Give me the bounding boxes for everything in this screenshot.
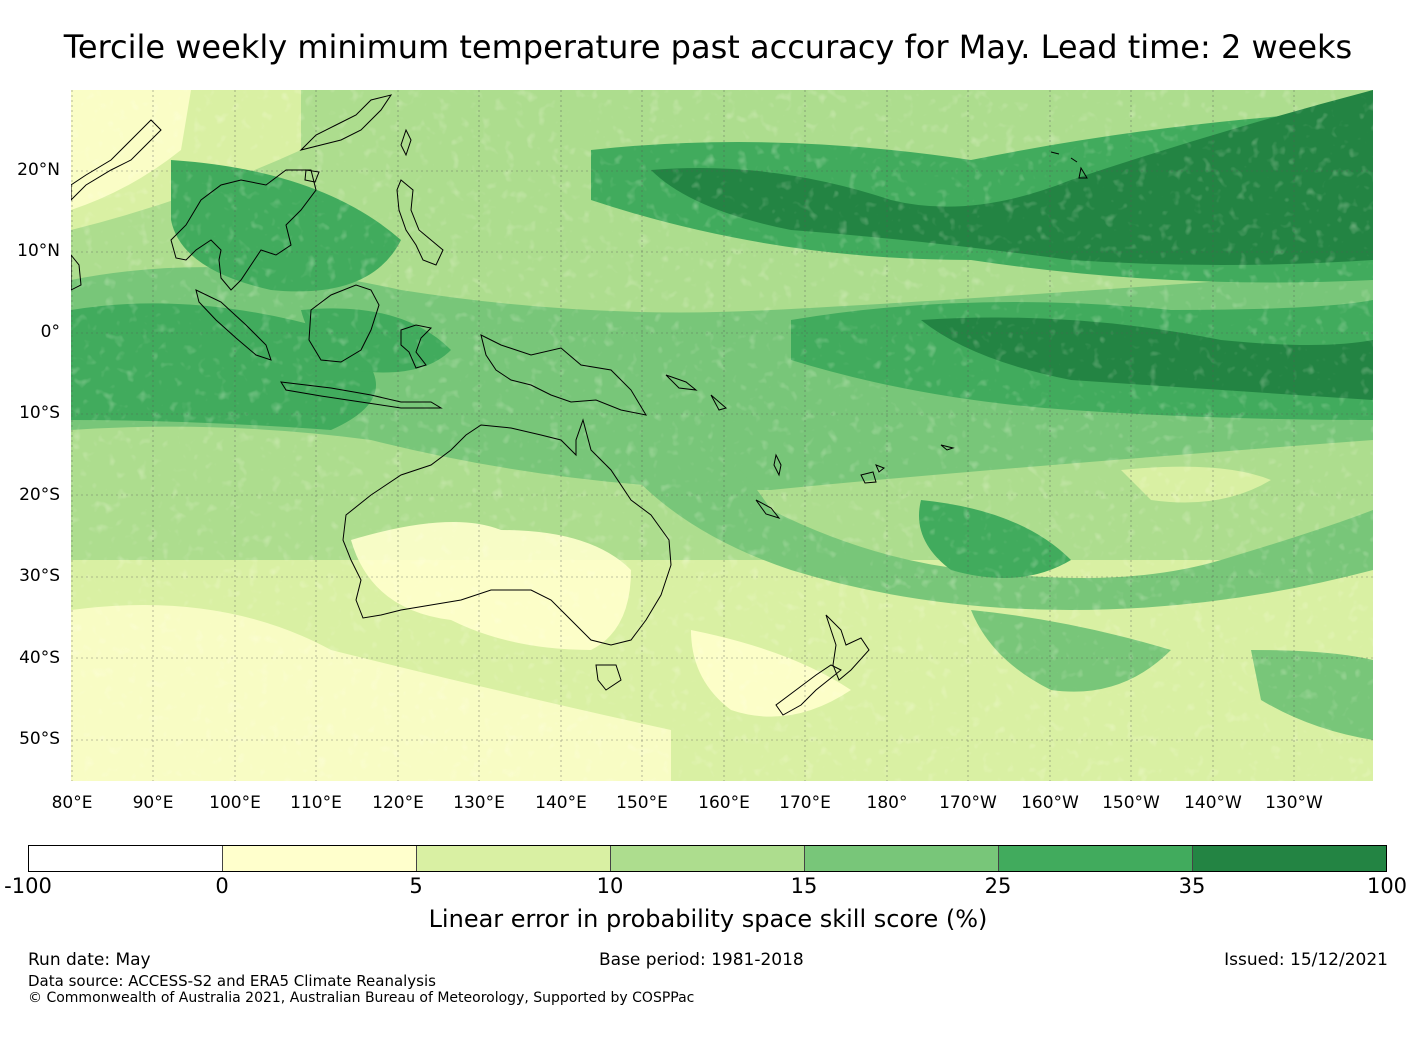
- australia-outline: [342, 418, 672, 646]
- tasmania-outline: [595, 664, 622, 691]
- india-coast-outline: [71, 119, 162, 201]
- lon-label-150e: 150°E: [616, 793, 668, 813]
- colorbar-tick-m100: -100: [4, 874, 52, 898]
- lat-label-20n: 20°N: [17, 160, 60, 180]
- colorbar-tick-5: 5: [409, 874, 423, 898]
- lat-label-0: 0°: [40, 322, 60, 342]
- sulawesi-outline: [400, 324, 433, 369]
- colorbar-segment-1: [29, 846, 223, 871]
- colorbar: [28, 845, 1387, 872]
- colorbar-tick-0: 0: [215, 874, 229, 898]
- new-guinea-outline: [480, 334, 648, 416]
- lon-label-140w: 140°W: [1184, 793, 1242, 813]
- issued-date: Issued: 15/12/2021: [1224, 950, 1388, 970]
- skill-score-map: [71, 90, 1373, 781]
- indochina-outline: [170, 169, 317, 291]
- lon-label-170e: 170°E: [779, 793, 831, 813]
- lon-label-130e: 130°E: [453, 793, 505, 813]
- lon-label-110e: 110°E: [290, 793, 342, 813]
- lat-label-20s: 20°S: [19, 485, 60, 505]
- copyright: © Commonwealth of Australia 2021, Austra…: [28, 990, 695, 1006]
- colorbar-tick-10: 10: [596, 874, 624, 898]
- lon-label-130w: 130°W: [1265, 793, 1323, 813]
- lon-label-100e: 100°E: [209, 793, 261, 813]
- lat-label-30s: 30°S: [19, 566, 60, 586]
- borneo-outline: [308, 284, 380, 363]
- lon-label-180: 180°: [866, 793, 908, 813]
- philippines-outline: [396, 179, 444, 266]
- colorbar-tick-100: 100: [1366, 874, 1408, 898]
- sri-lanka-outline: [71, 254, 82, 291]
- colorbar-tick-15: 15: [790, 874, 818, 898]
- vanuatu-outline: [773, 453, 782, 477]
- run-date: Run date: May: [28, 950, 151, 970]
- lon-label-90e: 90°E: [132, 793, 174, 813]
- skill-field: [71, 90, 1373, 781]
- colorbar-segment-7: [1193, 846, 1386, 871]
- base-period: Base period: 1981-2018: [599, 950, 804, 970]
- java-outline: [280, 381, 443, 409]
- taiwan-outline: [400, 128, 412, 157]
- lon-label-80e: 80°E: [51, 793, 93, 813]
- new-caledonia-outline: [755, 499, 781, 519]
- lon-label-120e: 120°E: [372, 793, 424, 813]
- lat-label-10s: 10°S: [19, 403, 60, 423]
- solomon-islands-outline: [665, 374, 728, 411]
- sumatra-outline: [195, 289, 272, 361]
- new-zealand-north-outline: [825, 614, 870, 681]
- coastlines: [71, 94, 1088, 716]
- lon-label-150w: 150°W: [1102, 793, 1160, 813]
- lat-label-40s: 40°S: [19, 648, 60, 668]
- lat-label-50s: 50°S: [19, 729, 60, 749]
- new-zealand-south-outline: [775, 664, 842, 716]
- colorbar-segment-6: [999, 846, 1193, 871]
- colorbar-segment-3: [417, 846, 611, 871]
- data-source: Data source: ACCESS-S2 and ERA5 Climate …: [28, 972, 436, 990]
- china-coast-outline: [299, 94, 393, 151]
- gridlines: [71, 90, 1373, 781]
- fiji-outline: [860, 464, 885, 484]
- lon-label-160e: 160°E: [698, 793, 750, 813]
- lon-label-170w: 170°W: [939, 793, 997, 813]
- colorbar-segment-2: [223, 846, 417, 871]
- lat-label-10n: 10°N: [17, 241, 60, 261]
- colorbar-segment-5: [805, 846, 999, 871]
- colorbar-segment-4: [611, 846, 805, 871]
- map-title: Tercile weekly minimum temperature past …: [63, 28, 1353, 66]
- lon-label-160w: 160°W: [1021, 793, 1079, 813]
- samoa-outline: [940, 444, 955, 451]
- colorbar-tick-35: 35: [1178, 874, 1206, 898]
- colorbar-tick-25: 25: [984, 874, 1012, 898]
- hainan-outline: [304, 169, 320, 183]
- hawaii-outline: [1050, 151, 1088, 179]
- lon-label-140e: 140°E: [535, 793, 587, 813]
- colorbar-label: Linear error in probability space skill …: [428, 905, 988, 933]
